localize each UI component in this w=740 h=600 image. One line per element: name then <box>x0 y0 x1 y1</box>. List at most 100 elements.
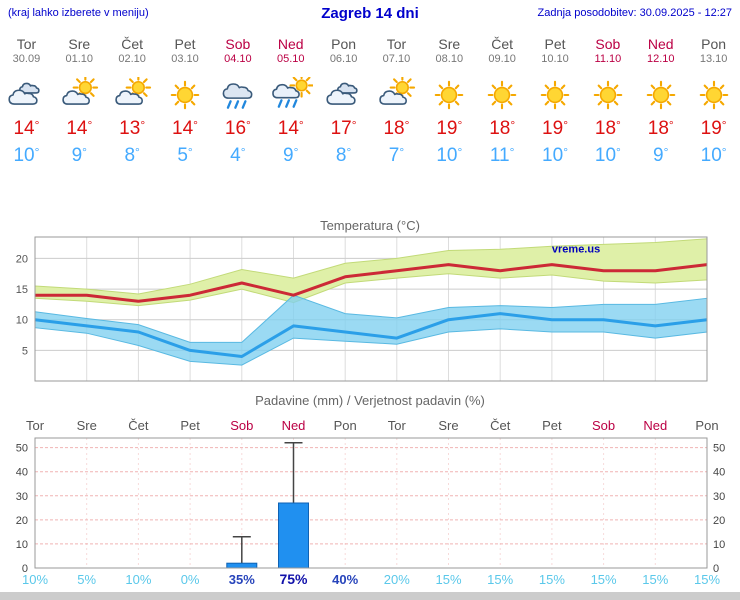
precip-chart-title: Padavine (mm) / Verjetnost padavin (%) <box>255 393 485 408</box>
day-tmin: 9° <box>71 145 87 166</box>
day-column[interactable]: Pon 13.10 19° 10° <box>687 28 740 172</box>
day-date: 04.10 <box>224 53 252 65</box>
day-date: 11.10 <box>594 53 622 65</box>
day-tmax: 14° <box>13 118 40 139</box>
day-date: 09.10 <box>488 53 516 65</box>
svg-text:20: 20 <box>16 253 28 265</box>
menu-hint-text: (kraj lahko izberete v meniju) <box>8 7 149 19</box>
weather-sun-shower-icon <box>264 77 317 115</box>
day-tmax: 19° <box>700 118 727 139</box>
precip-probability: 15% <box>591 572 617 586</box>
day-tmax: 14° <box>277 118 304 139</box>
day-name: Pet <box>544 36 566 52</box>
day-column[interactable]: Pet 03.10 14° 5° <box>159 28 212 172</box>
day-tmin: 5° <box>177 145 193 166</box>
day-column[interactable]: Tor 30.09 14° 10° <box>0 28 53 172</box>
day-date: 08.10 <box>435 53 464 65</box>
day-column[interactable]: Sob 11.10 18° 10° <box>581 28 634 172</box>
svg-text:20: 20 <box>713 515 725 527</box>
precip-day-label: Sre <box>77 418 97 433</box>
day-date: 01.10 <box>65 53 94 65</box>
day-column[interactable]: Sob 04.10 16° 4° <box>211 28 264 172</box>
svg-text:20: 20 <box>16 515 28 527</box>
day-name: Čet <box>491 36 514 52</box>
svg-text:0: 0 <box>713 563 719 575</box>
day-column[interactable]: Sre 08.10 19° 10° <box>423 28 476 172</box>
day-name: Sob <box>225 36 251 52</box>
precip-probability: 20% <box>384 572 410 586</box>
day-name: Sre <box>68 36 91 52</box>
precip-day-label: Pon <box>334 418 357 433</box>
weather-partly-cloudy-icon <box>106 77 159 115</box>
precip-probability: 15% <box>435 572 461 586</box>
weather-cloudy-icon <box>0 77 53 115</box>
svg-text:30: 30 <box>16 491 28 503</box>
precip-probability: 35% <box>229 572 255 586</box>
precip-day-label: Ned <box>643 418 667 433</box>
day-name: Pet <box>174 36 196 52</box>
day-date: 12.10 <box>646 53 675 65</box>
svg-text:10: 10 <box>16 315 28 327</box>
weather-sunny-icon <box>581 77 634 115</box>
svg-text:5: 5 <box>22 345 28 357</box>
svg-text:30: 30 <box>713 491 725 503</box>
day-name: Sre <box>438 36 461 52</box>
temp-chart-title: Temperatura (°C) <box>320 218 420 233</box>
day-tmax: 18° <box>647 118 674 139</box>
precip-day-label: Čet <box>490 418 511 433</box>
day-name: Tor <box>386 36 407 52</box>
precip-day-label: Tor <box>388 418 407 433</box>
day-column[interactable]: Čet 09.10 18° 11° <box>476 28 529 172</box>
day-tmin: 10° <box>700 145 727 166</box>
day-column[interactable]: Ned 05.10 14° 9° <box>264 28 317 172</box>
day-tmax: 18° <box>383 118 410 139</box>
day-name: Čet <box>121 36 144 52</box>
day-tmax: 18° <box>489 118 516 139</box>
day-tmax: 14° <box>172 118 198 139</box>
day-column[interactable]: Tor 07.10 18° 7° <box>370 28 423 172</box>
svg-text:50: 50 <box>16 443 28 455</box>
day-date: 02.10 <box>118 53 146 65</box>
day-tmax: 14° <box>66 118 93 139</box>
day-date: 30.09 <box>12 53 41 65</box>
day-date: 13.10 <box>699 53 728 65</box>
svg-text:10: 10 <box>16 539 28 551</box>
day-column[interactable]: Pet 10.10 19° 10° <box>529 28 582 172</box>
temperature-chart: 5 10 15 20 vreme.us <box>16 236 708 382</box>
precip-day-label: Pon <box>695 418 718 433</box>
day-tmin: 9° <box>283 145 299 166</box>
precip-day-label: Čet <box>128 418 149 433</box>
day-tmax: 18° <box>594 118 621 139</box>
precip-day-label: Sob <box>230 418 253 433</box>
precip-day-label: Pet <box>542 418 562 433</box>
day-tmax: 19° <box>436 118 463 139</box>
day-tmax: 17° <box>330 118 357 139</box>
page-header: (kraj lahko izberete v meniju) Zagreb 14… <box>0 0 740 28</box>
svg-text:50: 50 <box>713 443 725 455</box>
precip-probability: 75% <box>279 571 308 586</box>
precip-probability: 5% <box>77 572 96 586</box>
day-date: 06.10 <box>329 53 358 65</box>
precip-probability: 0% <box>181 572 200 586</box>
day-tmin: 10° <box>542 145 568 166</box>
precip-probability: 10% <box>22 572 48 586</box>
day-date: 05.10 <box>276 53 305 65</box>
day-name: Pon <box>331 36 357 52</box>
day-date: 10.10 <box>541 53 569 65</box>
precipitation-chart: 0 0 10 10 20 20 30 30 40 40 50 50 Tor 10% Sre 5% Čet 10% P… <box>16 418 726 586</box>
precip-probability: 10% <box>125 572 151 586</box>
day-tmin: 10° <box>13 145 40 166</box>
day-column[interactable]: Pon 06.10 17° 8° <box>317 28 370 172</box>
precip-day-label: Pet <box>180 418 200 433</box>
day-tmin: 10° <box>436 145 463 166</box>
page-title: Zagreb 14 dni <box>321 5 419 22</box>
precip-probability: 15% <box>694 572 720 586</box>
day-column[interactable]: Ned 12.10 18° 9° <box>634 28 687 172</box>
day-name: Pon <box>701 36 727 52</box>
day-tmin: 9° <box>653 145 669 166</box>
weather-partly-cloudy-icon <box>53 77 106 115</box>
day-column[interactable]: Sre 01.10 14° 9° <box>53 28 106 172</box>
day-tmin: 10° <box>594 145 621 166</box>
day-column[interactable]: Čet 02.10 13° 8° <box>106 28 159 172</box>
day-tmin: 7° <box>388 145 405 166</box>
